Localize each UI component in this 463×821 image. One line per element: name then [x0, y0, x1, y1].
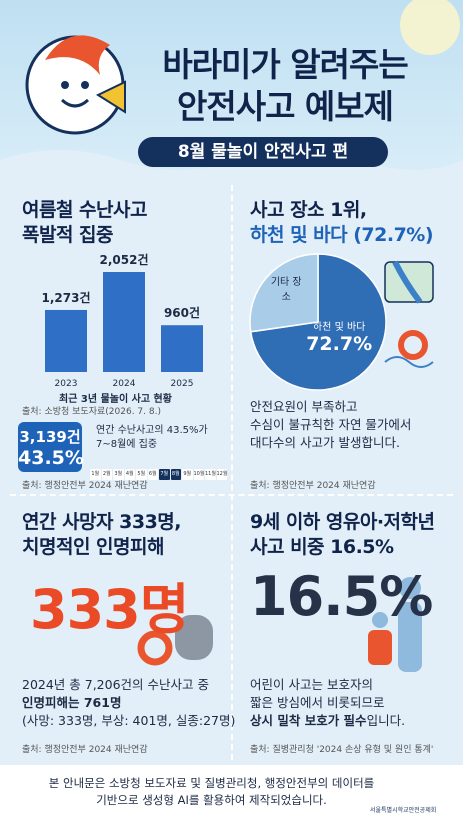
month: 2월: [101, 469, 112, 480]
text-bold: 상시 밀착 보호가 필수: [250, 713, 367, 728]
footer: 본 안내문은 소방청 보도자료 및 질병관리청, 행정안전부의 데이터를 기반으…: [0, 765, 463, 821]
month: 10월: [193, 469, 204, 480]
pie-slice: [249, 253, 319, 333]
pie-category: 하천 및 바다: [312, 322, 366, 334]
text-line: 연간 수난사고의 43.5%가: [96, 425, 208, 436]
source: 출처: 질병관리청 '2024 손상 유형 및 원인 통계': [250, 745, 434, 755]
text-line: 짧은 방심에서 비롯되므로: [250, 695, 385, 710]
month: 7월: [159, 469, 170, 480]
month: 8월: [170, 469, 181, 480]
bar: [161, 325, 203, 372]
panel-text: 어린이 사고는 보호자의 짧은 방심에서 비롯되므로 상시 밀착 보호가 필수입…: [250, 676, 405, 730]
heading-line: 치명적인 인명피해: [22, 536, 164, 558]
month: 3월: [113, 469, 124, 480]
panel-heading: 여름철 수난사고 폭발적 집중: [22, 198, 147, 248]
x-tick-label: 2024: [113, 379, 136, 389]
icons: [137, 260, 434, 672]
source: 출처: 소방청 보도자료(2026. 7. 8.): [22, 407, 161, 417]
heading-line: 하천 및 바다 (72.7%): [250, 224, 434, 246]
big-number: 16.5%: [250, 565, 433, 628]
highlight-box: 3,139건 43.5%: [18, 422, 84, 472]
heading-line: 연간 사망자 333명,: [22, 511, 182, 533]
text-line: 어린이 사고는 보호자의: [250, 677, 373, 692]
text-rest: 입니다.: [366, 713, 406, 728]
pie-category: 기타 장소: [270, 276, 302, 303]
highlight-text: 연간 수난사고의 43.5%가 7~8월에 집중: [96, 424, 208, 452]
title-line: 바라미가 알려주는: [162, 45, 408, 84]
source: 출처: 행정안전부 2024 재난연감: [22, 745, 148, 755]
title-line: 안전사고 예보제: [176, 87, 394, 126]
heading-line: 9세 이하 영유아·저학년: [250, 511, 435, 533]
bar: [45, 309, 87, 372]
bar: [103, 272, 145, 372]
value-label: 1,273건: [42, 290, 91, 305]
heading-line: 사고 비중 16.5%: [250, 536, 394, 558]
month: 11월: [205, 469, 216, 480]
text-line: 상시 밀착 보호가 필수입니다.: [250, 712, 405, 730]
header: 바라미가 알려주는 안전사고 예보제 8월 물놀이 안전사고 편: [0, 0, 463, 178]
source: 출처: 행정안전부 2024 재난연감: [22, 481, 148, 491]
month: 9월: [182, 469, 193, 480]
panel-heading: 사고 장소 1위, 하천 및 바다 (72.7%): [250, 198, 434, 248]
heading-line: 여름철 수난사고: [22, 199, 147, 221]
text-line: 인명피해는 761명: [22, 695, 122, 710]
month: 5월: [136, 469, 147, 480]
month: 4월: [124, 469, 135, 480]
separator: [231, 185, 233, 760]
month-strip: 1월 2월 3월 4월 5월 6월 7월 8월 9월 10월11월12월: [90, 460, 228, 480]
source: 출처: 행정안전부 2024 재난연감: [250, 481, 376, 491]
panel-heading: 9세 이하 영유아·저학년 사고 비중 16.5%: [250, 510, 435, 560]
text-line: 대다수의 사고가 발생합니다.: [250, 435, 400, 450]
highlight-count: 3,139건: [19, 428, 81, 446]
value-label: 960건: [164, 305, 200, 320]
value-label: 72.7%: [306, 333, 373, 356]
x-tick-label: 2023: [55, 379, 78, 389]
panel-text: 안전요원이 부족하고 수심이 불규칙한 자연 물가에서 대다수의 사고가 발생합…: [250, 398, 411, 452]
panel-text: 2024년 총 7,206건의 수난사고 중 인명피해는 761명 (사망: 3…: [22, 676, 235, 730]
separator: [10, 494, 453, 496]
pie-label: 기타 장소: [270, 276, 302, 303]
big-number: 333명: [30, 578, 189, 641]
footer-text: 본 안내문은 소방청 보도자료 및 질병관리청, 행정안전부의 데이터를 기반으…: [0, 775, 463, 809]
highlight-share: 43.5%: [18, 447, 84, 469]
chart-caption: 최근 3년 물놀이 사고 현황: [59, 394, 172, 405]
text-line: 기반으로 생성형 AI를 활용하여 제작되었습니다.: [96, 793, 327, 807]
text-line: (사망: 333명, 부상: 401명, 실종:27명): [22, 713, 236, 728]
text-line: 7~8월에 집중: [96, 439, 158, 450]
text-line: 수심이 불규칙한 자연 물가에서: [250, 417, 412, 432]
subtitle: 8월 물놀이 안전사고 편: [138, 137, 388, 167]
text-line: 본 안내문은 소방청 보도자료 및 질병관리청, 행정안전부의 데이터를: [48, 776, 375, 790]
heading-line: 사고 장소 1위,: [250, 199, 367, 221]
logo: 서울특별시학교안전공제회: [370, 807, 437, 814]
text-line: 안전요원이 부족하고: [250, 399, 358, 414]
month: 12월: [216, 469, 227, 480]
month: 1월: [90, 469, 101, 480]
panel-heading: 연간 사망자 333명, 치명적인 인명피해: [22, 510, 182, 560]
x-tick-label: 2025: [171, 379, 194, 389]
value-label: 2,052건: [100, 252, 149, 267]
text-line: 2024년 총 7,206건의 수난사고 중: [22, 677, 209, 692]
heading-line: 폭발적 집중: [22, 224, 114, 246]
month: 6월: [147, 469, 158, 480]
